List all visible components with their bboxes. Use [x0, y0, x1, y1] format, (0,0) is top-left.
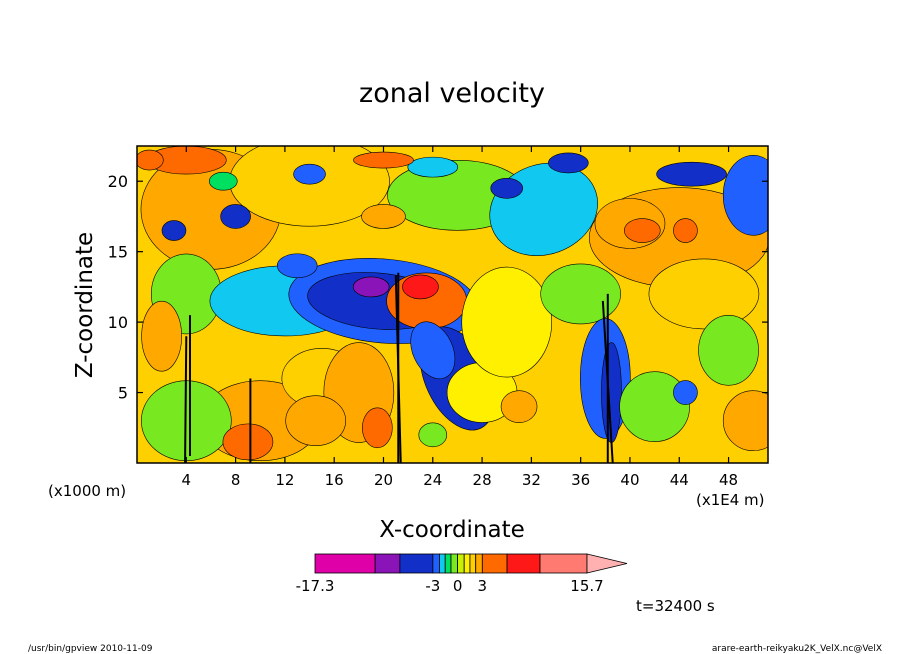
y-tick-label: 10: [108, 313, 128, 332]
contour-region: [623, 218, 661, 243]
contour-region: [490, 177, 524, 199]
x-tick-label: 20: [374, 471, 393, 489]
plot-frame: [136, 145, 769, 464]
contour-region: [141, 300, 182, 372]
contour-region: [648, 258, 760, 330]
colorbar-segment: [314, 553, 376, 574]
contour-region: [361, 204, 406, 229]
contour-region: [407, 156, 459, 178]
contour-region: [722, 155, 768, 236]
colorbar-segment: [457, 553, 465, 574]
colorbar-segment: [399, 553, 434, 574]
x-tick-label: 40: [620, 471, 639, 489]
contour-region: [698, 314, 759, 386]
colorbar-segment: [481, 553, 508, 574]
contour-region: [222, 423, 274, 461]
contour-region: [673, 380, 698, 405]
contour-region: [619, 371, 690, 442]
x-tick-label: 44: [670, 471, 689, 489]
x-axis-ticks: 4 8 12 16 20 24 28 32 36 40 44 48: [182, 146, 738, 489]
y-tick-label: 5: [118, 384, 128, 403]
x-axis-label: X-coordinate: [379, 517, 525, 543]
x-tick-label: 36: [571, 471, 590, 489]
contour-region: [220, 204, 251, 229]
colorbar-segment: [374, 553, 401, 574]
x-tick-label: 4: [182, 471, 192, 489]
contour-region: [285, 395, 347, 447]
contour-region: [137, 149, 164, 171]
contour-region: [673, 218, 698, 243]
x-tick-label: 28: [473, 471, 492, 489]
y-tick-label: 15: [108, 243, 128, 262]
colorbar: [314, 553, 628, 574]
colorbar-segment: [506, 553, 541, 574]
contour-region: [548, 152, 589, 174]
colorbar-segment: [444, 553, 452, 574]
contour-region: [418, 422, 448, 448]
colorbar-tick-label: -3: [425, 577, 440, 595]
contour-region: [352, 276, 390, 298]
x-unit-left: (x1000 m): [48, 482, 126, 500]
contour-region: [208, 171, 238, 191]
contour-region: [540, 263, 621, 325]
y-axis-label: Z-coordinate: [72, 232, 98, 378]
colorbar-segment: [450, 553, 458, 574]
x-tick-label: 32: [522, 471, 541, 489]
colorbar-labels: -17.3 -3 0 3 15.7: [296, 577, 604, 595]
colorbar-tick-label: 3: [478, 577, 488, 595]
x-tick-label: 24: [423, 471, 442, 489]
plot-area: [137, 146, 768, 463]
y-tick-label: 20: [108, 172, 128, 191]
contour-region: [276, 253, 318, 279]
contour-region: [461, 266, 553, 378]
x-tick-label: 12: [275, 471, 294, 489]
contour-region: [500, 390, 538, 423]
colorbar-segment: [439, 553, 446, 574]
contour-region: [362, 407, 393, 449]
x-tick-label: 48: [719, 471, 738, 489]
colorbar-segment: [539, 553, 588, 574]
contour-region: [656, 161, 727, 187]
colorbar-extend: [586, 553, 628, 574]
time-label: t=32400 s: [636, 597, 715, 615]
colorbar-segment: [463, 553, 471, 574]
contour-region: [161, 220, 187, 241]
chart-title: zonal velocity: [359, 78, 545, 109]
contour-region: [410, 321, 456, 380]
footer-right-note: arare-earth-reikyaku2K_VelX.nc@VelX: [712, 644, 882, 654]
contour-region: [402, 274, 439, 300]
front-line: [394, 275, 402, 463]
footer-left-note: /usr/bin/gpview 2010-11-09: [28, 644, 153, 654]
x-tick-label: 16: [325, 471, 344, 489]
y-axis-ticks: 5 10 15 20: [108, 172, 768, 403]
colorbar-segment: [469, 553, 477, 574]
contour-region: [722, 390, 768, 452]
colorbar-tick-label: 0: [453, 577, 463, 595]
contour-region: [353, 151, 414, 169]
front-line: [601, 300, 614, 463]
contour-region: [293, 163, 326, 185]
x-unit-right: (x1E4 m): [696, 491, 765, 509]
colorbar-segment: [432, 553, 440, 574]
colorbar-segment: [475, 553, 483, 574]
contour-field: [137, 146, 768, 463]
x-tick-label: 8: [231, 471, 241, 489]
front-line: [184, 336, 188, 463]
colorbar-tick-label: -17.3: [296, 577, 335, 595]
colorbar-tick-label: 15.7: [570, 577, 603, 595]
